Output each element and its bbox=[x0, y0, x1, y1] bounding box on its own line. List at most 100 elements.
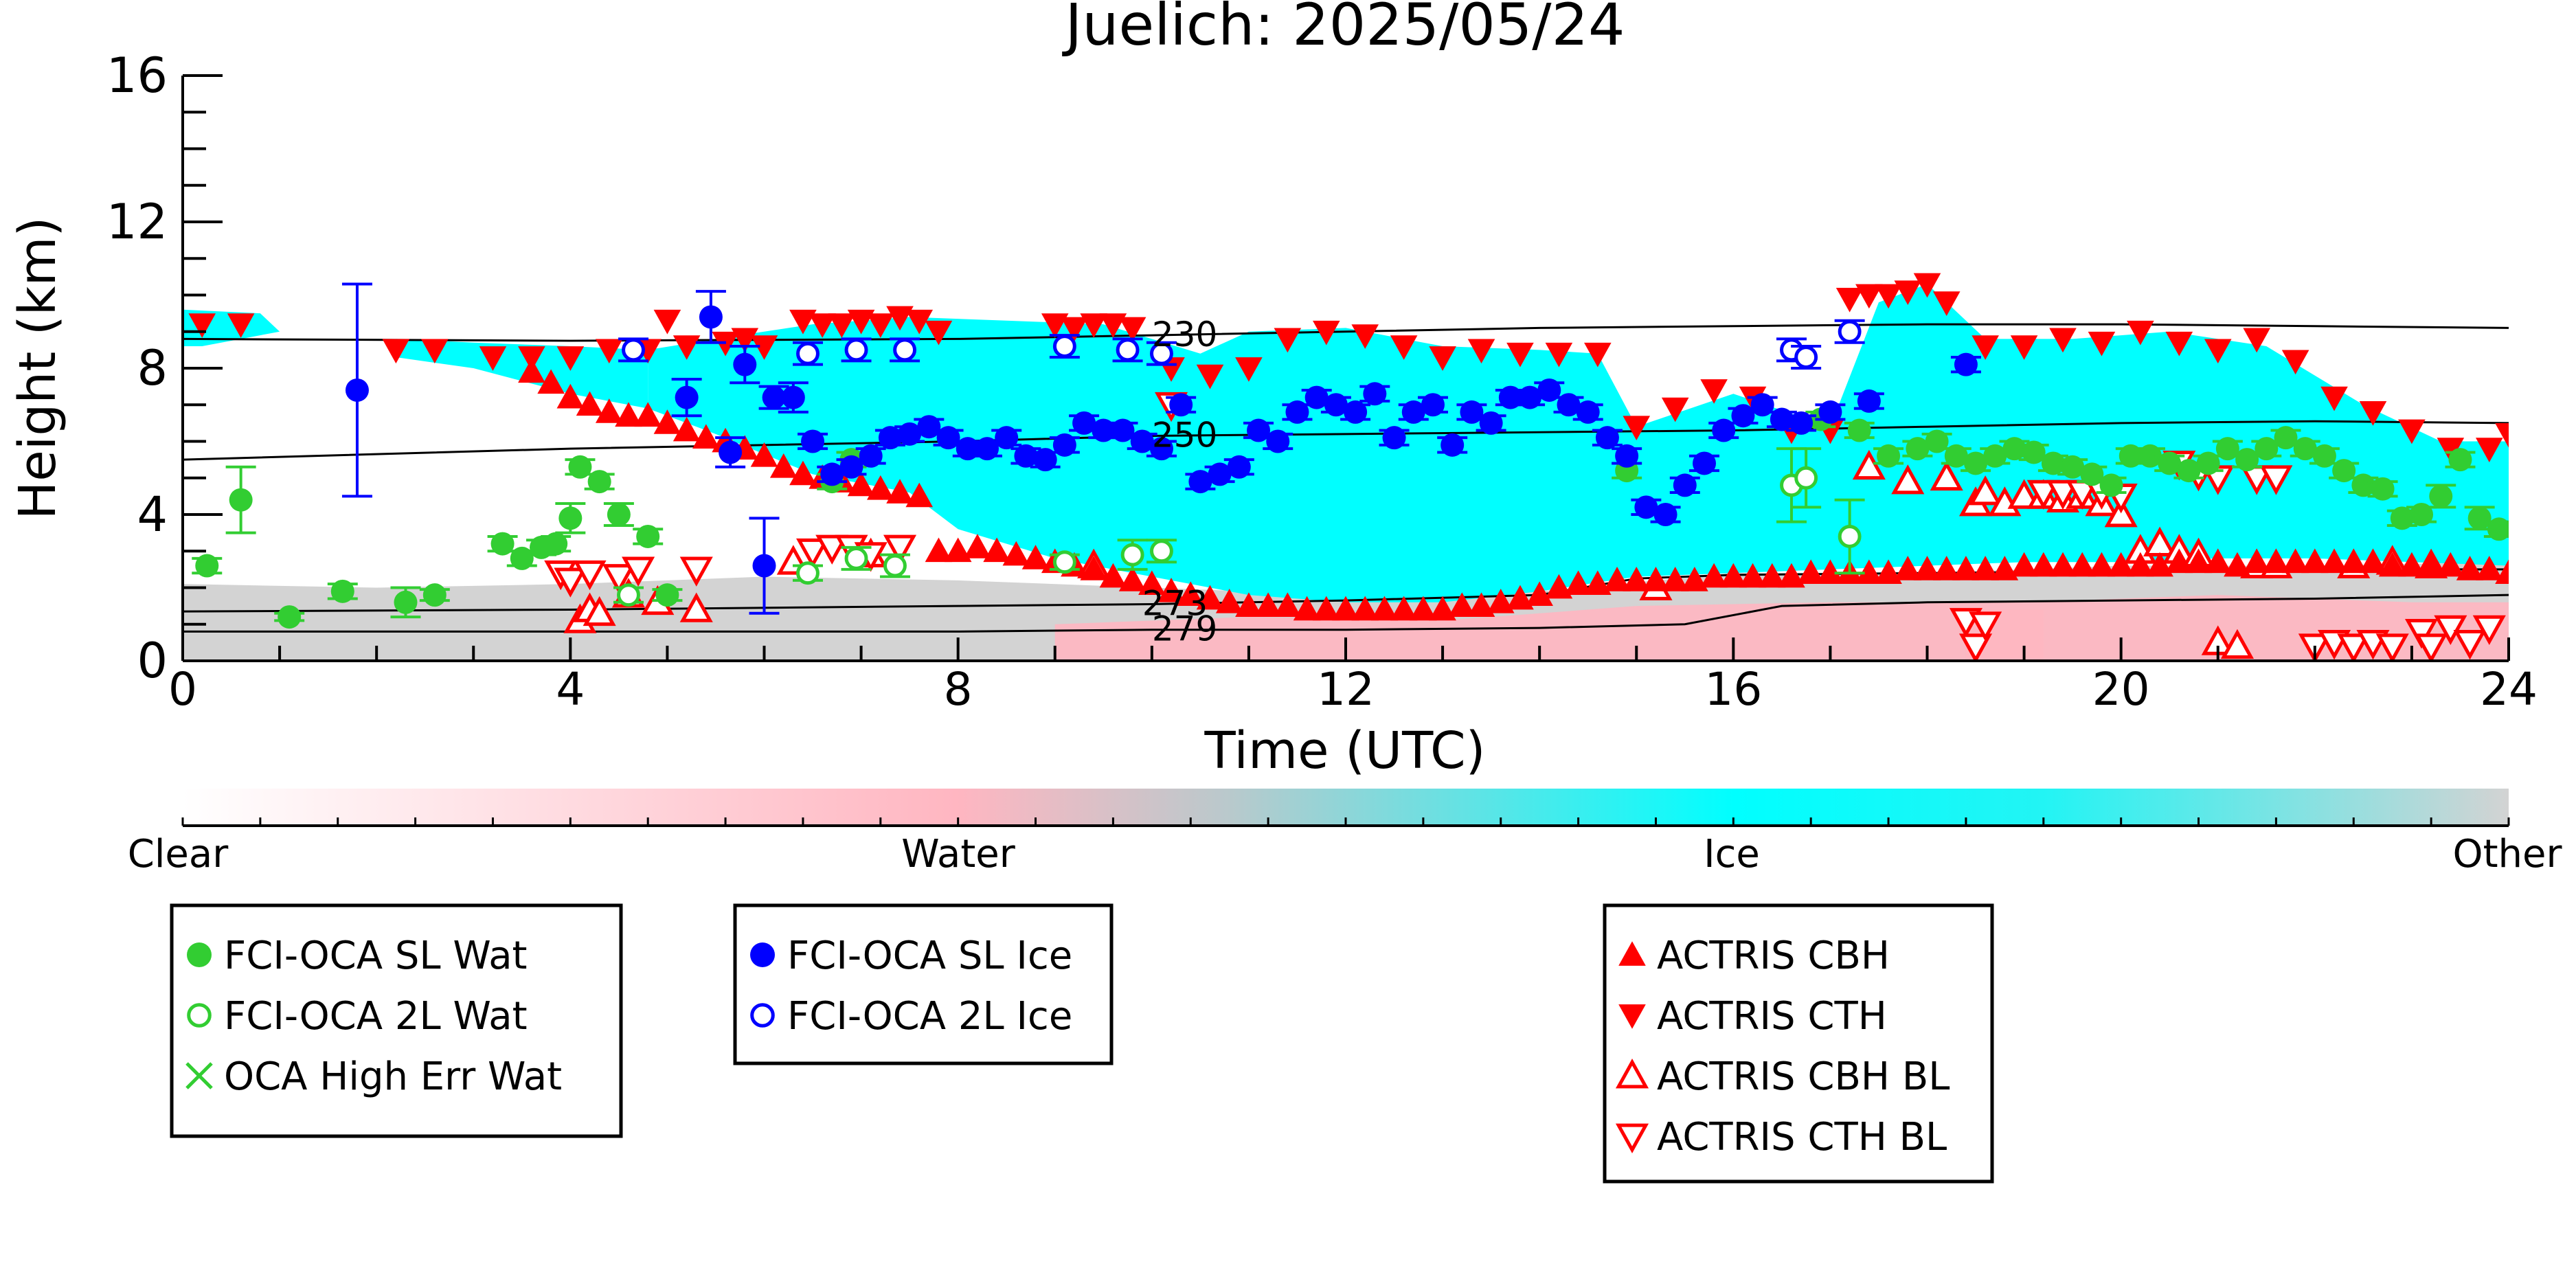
data-point bbox=[1932, 556, 1961, 580]
data-point bbox=[2007, 479, 2041, 509]
data-point bbox=[2138, 444, 2162, 468]
data-point bbox=[622, 556, 655, 587]
data-point bbox=[1797, 559, 1824, 585]
data-point bbox=[2398, 419, 2426, 444]
legend-label: ACTRIS CBH bbox=[1657, 934, 1890, 978]
data-point bbox=[1971, 335, 1999, 360]
y-tick-label: 0 bbox=[137, 633, 168, 689]
data-point bbox=[2068, 552, 2097, 577]
data-point bbox=[847, 309, 875, 335]
data-point bbox=[1712, 418, 1736, 442]
retrieval-markers bbox=[188, 273, 2509, 661]
data-point bbox=[1099, 563, 1127, 588]
data-point bbox=[554, 567, 587, 598]
data-point bbox=[1390, 335, 1418, 360]
contour-230 bbox=[183, 323, 2509, 342]
data-point bbox=[1344, 400, 1368, 424]
data-point bbox=[2262, 548, 2290, 574]
colorbar: Clear Water Ice Other bbox=[128, 789, 2562, 877]
data-point bbox=[2340, 548, 2368, 574]
data-point bbox=[1877, 444, 1901, 468]
legend-label: FCI-OCA 2L Ice bbox=[787, 994, 1072, 1039]
data-point bbox=[2495, 559, 2509, 585]
data-point bbox=[2224, 552, 2251, 577]
data-point bbox=[1693, 451, 1717, 475]
y-tick-label: 12 bbox=[106, 194, 168, 250]
data-point bbox=[2301, 548, 2329, 574]
data-point bbox=[568, 455, 592, 479]
data-point bbox=[1460, 400, 1484, 424]
data-point bbox=[573, 560, 607, 591]
data-point bbox=[1545, 574, 1573, 599]
data-point bbox=[750, 335, 778, 360]
data-point bbox=[1731, 404, 1755, 428]
data-point bbox=[421, 339, 449, 364]
data-point bbox=[2351, 473, 2375, 497]
data-point bbox=[576, 391, 604, 416]
data-point bbox=[227, 313, 255, 338]
data-point bbox=[2158, 451, 2182, 475]
data-point bbox=[1506, 342, 1534, 368]
data-point bbox=[422, 583, 447, 607]
data-point bbox=[796, 561, 820, 585]
data-point bbox=[1964, 451, 1988, 475]
legend-marker-open-up-triangle bbox=[1615, 1059, 1649, 1089]
data-point bbox=[883, 554, 907, 578]
data-point bbox=[844, 546, 868, 570]
data-point bbox=[636, 524, 660, 548]
data-point bbox=[1033, 448, 1057, 472]
data-point bbox=[2415, 633, 2448, 661]
legend-actris: ACTRIS CBH ACTRIS CTH ACTRIS CBH BL ACTRIS … bbox=[1603, 903, 1994, 1184]
data-point bbox=[1215, 589, 1243, 613]
colorbar-label-ice: Ice bbox=[1704, 832, 1760, 877]
data-point bbox=[2184, 548, 2213, 574]
data-point bbox=[839, 455, 863, 479]
data-point bbox=[2467, 506, 2492, 530]
data-point bbox=[1149, 437, 1173, 461]
data-point bbox=[2337, 633, 2371, 661]
data-point bbox=[1700, 379, 1728, 404]
data-point bbox=[2165, 331, 2193, 357]
data-point bbox=[1969, 611, 2002, 642]
x-tick-label: 24 bbox=[2480, 663, 2538, 716]
data-point bbox=[1118, 317, 1146, 342]
data-point bbox=[1952, 556, 1980, 580]
ice-cloud-tail bbox=[396, 339, 648, 409]
data-point bbox=[675, 385, 699, 409]
data-point bbox=[1390, 596, 1418, 621]
data-point bbox=[1118, 567, 1146, 591]
data-point bbox=[2088, 331, 2116, 357]
data-point bbox=[2119, 444, 2143, 468]
data-point bbox=[2359, 401, 2387, 426]
data-point bbox=[2332, 459, 2356, 483]
data-point bbox=[1794, 346, 1818, 369]
data-point bbox=[479, 346, 507, 371]
data-point bbox=[1789, 411, 1814, 435]
data-point bbox=[2030, 552, 2057, 577]
data-point bbox=[2320, 548, 2348, 574]
data-point bbox=[1157, 578, 1185, 602]
data-point bbox=[886, 479, 914, 504]
legend-marker-open-circle bbox=[750, 1003, 775, 1028]
data-point bbox=[1052, 433, 1076, 457]
data-point bbox=[781, 385, 805, 409]
data-point bbox=[2472, 615, 2506, 646]
data-point bbox=[2410, 503, 2434, 526]
data-point bbox=[1623, 416, 1651, 440]
data-point bbox=[655, 583, 679, 607]
data-point bbox=[544, 532, 568, 556]
contour-250 bbox=[183, 420, 2509, 461]
data-point bbox=[898, 422, 922, 446]
data-point bbox=[1401, 400, 1425, 424]
data-point bbox=[975, 437, 999, 461]
data-point bbox=[1758, 563, 1786, 588]
data-point bbox=[964, 534, 991, 558]
data-point bbox=[699, 305, 723, 329]
data-point bbox=[1545, 342, 1573, 368]
legend-marker-filled-circle bbox=[187, 942, 212, 967]
legend-ice: FCI-OCA SL Ice FCI-OCA 2L Ice bbox=[733, 903, 1114, 1065]
data-point bbox=[583, 596, 616, 626]
data-point bbox=[1111, 418, 1135, 442]
data-point bbox=[2196, 451, 2220, 475]
